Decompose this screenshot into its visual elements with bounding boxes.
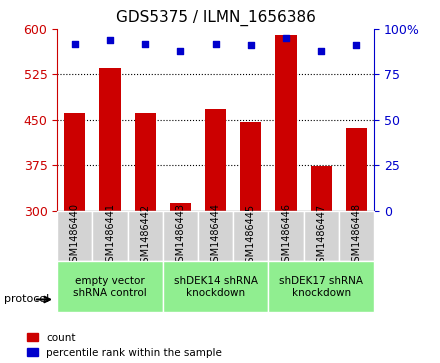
Bar — [99, 68, 121, 211]
Bar — [135, 113, 156, 211]
Text: shDEK14 shRNA
knockdown: shDEK14 shRNA knockdown — [174, 276, 257, 298]
Text: GSM1486441: GSM1486441 — [105, 203, 115, 269]
Bar — [64, 113, 85, 211]
Text: GSM1486440: GSM1486440 — [70, 203, 80, 269]
Text: protocol: protocol — [4, 294, 50, 305]
Text: GSM1486442: GSM1486442 — [140, 203, 150, 269]
Point — [282, 35, 290, 41]
Legend: count, percentile rank within the sample: count, percentile rank within the sample — [27, 333, 222, 358]
FancyBboxPatch shape — [339, 211, 374, 261]
Point — [177, 48, 184, 54]
Point — [106, 37, 114, 43]
FancyBboxPatch shape — [57, 211, 92, 261]
FancyBboxPatch shape — [268, 261, 374, 312]
FancyBboxPatch shape — [128, 211, 163, 261]
Point — [247, 42, 254, 48]
Point — [212, 41, 219, 46]
FancyBboxPatch shape — [163, 211, 198, 261]
Bar — [170, 203, 191, 211]
Text: GSM1486445: GSM1486445 — [246, 203, 256, 269]
FancyBboxPatch shape — [198, 211, 233, 261]
FancyBboxPatch shape — [268, 211, 304, 261]
Point — [318, 48, 325, 54]
Text: GSM1486448: GSM1486448 — [352, 203, 361, 269]
Text: shDEK17 shRNA
knockdown: shDEK17 shRNA knockdown — [279, 276, 363, 298]
Text: GSM1486447: GSM1486447 — [316, 203, 326, 269]
FancyBboxPatch shape — [163, 261, 268, 312]
Text: GSM1486444: GSM1486444 — [211, 203, 220, 269]
Text: GSM1486443: GSM1486443 — [176, 203, 185, 269]
Title: GDS5375 / ILMN_1656386: GDS5375 / ILMN_1656386 — [116, 10, 315, 26]
Bar — [311, 166, 332, 211]
Bar — [240, 122, 261, 211]
FancyBboxPatch shape — [304, 211, 339, 261]
Point — [71, 41, 78, 46]
Bar — [346, 128, 367, 211]
Point — [353, 42, 360, 48]
Text: GSM1486446: GSM1486446 — [281, 203, 291, 269]
FancyBboxPatch shape — [233, 211, 268, 261]
Bar — [205, 109, 226, 211]
FancyBboxPatch shape — [92, 211, 128, 261]
Point — [142, 41, 149, 46]
FancyBboxPatch shape — [57, 261, 163, 312]
Bar — [275, 35, 297, 211]
Text: empty vector
shRNA control: empty vector shRNA control — [73, 276, 147, 298]
